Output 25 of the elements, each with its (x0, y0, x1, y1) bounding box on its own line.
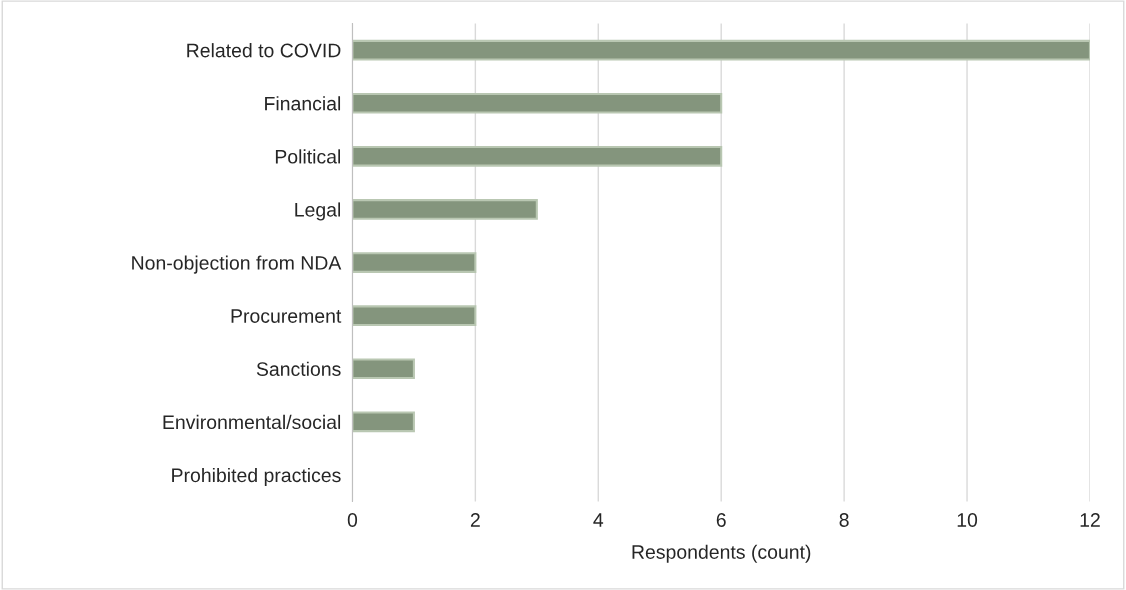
x-axis-title: Respondents (count) (632, 544, 811, 563)
y-tick-label: Environmental/social (163, 414, 341, 430)
y-tick-label: Related to COVID (187, 43, 341, 58)
bar (352, 252, 477, 273)
x-tick-label: 2 (470, 513, 480, 527)
y-tick-label: Prohibited practices (172, 467, 341, 487)
bar (352, 411, 415, 433)
x-tick-label: 0 (347, 513, 358, 527)
x-tick-label: 6 (716, 513, 726, 527)
x-tick-label: 8 (839, 513, 849, 527)
y-tick-label: Procurement (231, 309, 342, 323)
bar (352, 146, 723, 167)
bar (352, 39, 1090, 61)
bar (352, 358, 415, 380)
y-tick-label: Political (275, 149, 341, 164)
bar (352, 305, 477, 326)
y-tick-label: Non-objection from NDA (132, 255, 342, 274)
x-tick-label: 4 (593, 513, 604, 527)
x-tick-label: 12 (1080, 513, 1100, 527)
y-tick-label: Legal (295, 202, 341, 221)
y-tick-label: Financial (265, 96, 341, 111)
bar (352, 199, 538, 220)
x-tick-label: 10 (957, 513, 978, 527)
y-tick-label: Sanctions (256, 361, 341, 376)
bar (352, 92, 723, 114)
